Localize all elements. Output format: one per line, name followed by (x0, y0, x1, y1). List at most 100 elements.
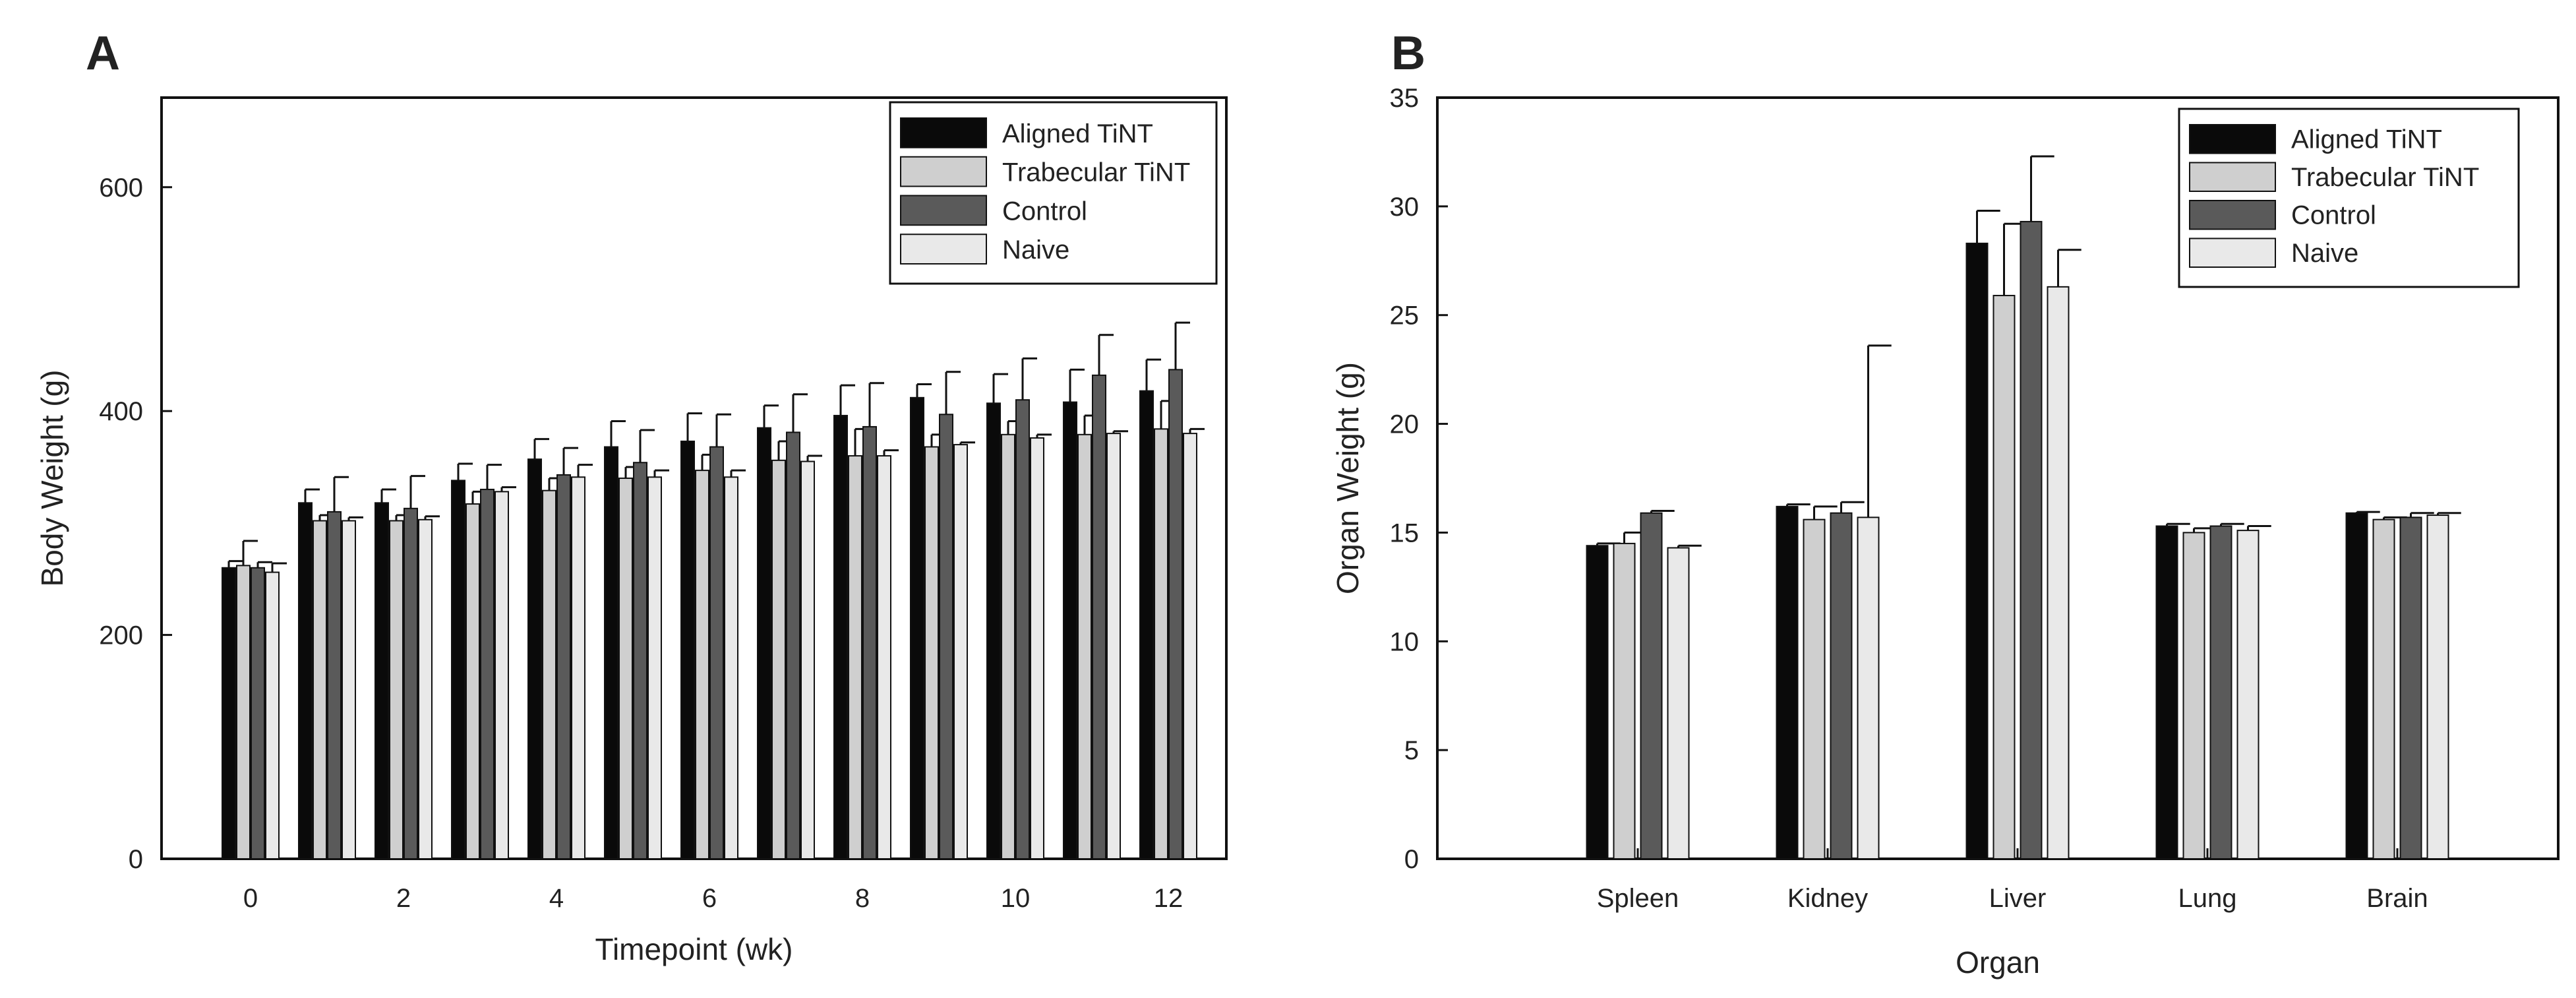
panel-b-ytick-label: 15 (1390, 518, 1420, 547)
panel-a-bar (313, 520, 327, 859)
panel-b-legend-swatch (2189, 200, 2276, 230)
panel-a-bar (404, 507, 418, 859)
panel-a-legend-label: Trabecular TiNT (1002, 158, 1190, 187)
panel-a-bar (1106, 433, 1121, 859)
panel-b-ytick-label: 25 (1390, 301, 1420, 330)
panel-a-bar (924, 446, 939, 859)
panel-a-bar (1030, 437, 1044, 859)
panel-a-bar (556, 474, 571, 859)
panel-b-chart: 0 5 10 15 20 25 30 35 Spleen Kidney Liver Lung Brain… (1331, 84, 2560, 980)
panel-b-bar (2020, 220, 2043, 859)
panel-a-bar (724, 476, 738, 859)
panel-a-bar (1154, 428, 1168, 859)
panel-a-bar (1015, 399, 1030, 859)
panel-a-bar (374, 502, 389, 859)
panel-a-ytick-label: 600 (99, 173, 143, 203)
panel-b-legend-swatch (2189, 237, 2276, 268)
panel-a-bar (709, 446, 724, 859)
panel-a-bar (465, 503, 480, 859)
panel-a-bar (833, 414, 848, 859)
panel-b-bar (2345, 512, 2368, 859)
panel-b-legend-label: Naive (2291, 239, 2358, 268)
panel-b-legend-swatch (2189, 124, 2276, 154)
panel-b-bar (2236, 530, 2260, 859)
panel-b-xtick-label: Liver (1989, 884, 2047, 913)
panel-b-bar (1965, 242, 1989, 859)
panel-a-bar (786, 431, 800, 859)
panel-a-bar (757, 427, 771, 859)
panel-a-letter: A (86, 27, 120, 80)
panel-b-legend-label: Control (2291, 201, 2376, 230)
panel-b-ytick-label: 10 (1390, 627, 1420, 656)
panel-a-bar (1063, 401, 1077, 859)
panel-b-xtick-label: Brain (2366, 884, 2428, 913)
panel-b-xtick-label: Spleen (1597, 884, 1679, 913)
panel-b-bar (2155, 525, 2178, 860)
panel-a-bar (862, 425, 877, 859)
panel-a-y-axis-title: Body Weight (g) (35, 370, 69, 587)
panel-a-ytick-label: 0 (129, 845, 143, 874)
panel-b-bar (1667, 547, 1690, 859)
panel-b-xtick-label: Kidney (1787, 884, 1868, 913)
panel-a-ytick-label: 400 (99, 397, 143, 426)
panel-a-bar (527, 458, 542, 859)
panel-a-chart: 0 200 400 600 0 2 4 6 8 10 12 Timepoint (wk) Body We… (35, 96, 1228, 966)
panel-a-bar (647, 476, 662, 859)
panel-a-bar (633, 462, 647, 859)
panel-a-bar (953, 444, 968, 859)
panel-a-bar (1183, 433, 1197, 859)
panel-b-legend-label: Aligned TiNT (2291, 125, 2442, 154)
panel-a-bar (251, 567, 265, 859)
panel-a-legend-label: Naive (1002, 235, 1069, 265)
panel-b-bar (1640, 512, 1663, 859)
panel-b-bar (1586, 545, 1609, 859)
panel-b-y-axis-title: Organ Weight (g) (1331, 362, 1365, 594)
panel-b-bar (2399, 516, 2422, 859)
panel-a-bar (265, 571, 280, 859)
panel-a-bar (389, 520, 404, 859)
panel-a-bar (910, 396, 924, 859)
panel-a-bar (342, 520, 356, 859)
panel-a-xtick-label: 6 (702, 884, 717, 913)
panel-a-xtick-label: 12 (1154, 884, 1183, 913)
panel-b-legend-label: Trabecular TiNT (2291, 163, 2479, 192)
panel-a-bar (771, 459, 786, 859)
panel-a-legend-label: Aligned TiNT (1002, 119, 1153, 148)
panel-b-bar (2182, 532, 2205, 860)
panel-b-ytick-label: 5 (1404, 736, 1419, 765)
panel-b-bar (1803, 518, 1826, 859)
panel-b-x-axis-title: Organ (1956, 945, 2040, 980)
panel-a-x-axis-title: Timepoint (wk) (595, 932, 793, 966)
panel-a-bar (542, 489, 556, 859)
panel-a-bar (695, 470, 709, 859)
panel-a-bar (236, 565, 251, 860)
panel-a-legend-swatch (900, 195, 987, 226)
panel-a-bar (298, 502, 313, 859)
panel-a-bar (877, 455, 891, 859)
panel-a-ytick-label: 200 (99, 621, 143, 650)
panel-b-bar (1857, 516, 1880, 859)
panel-b-bar (2372, 518, 2395, 859)
panel-b-bar (2047, 286, 2070, 859)
panel-a-bar (480, 488, 494, 859)
panel-b-ytick-label: 35 (1390, 84, 1420, 113)
panel-a-bar (986, 402, 1001, 859)
panel-a-xtick-label: 10 (1001, 884, 1031, 913)
panel-b-bar (2209, 525, 2232, 860)
panel-b-bar (1613, 542, 1636, 860)
panel-a-xtick-label: 8 (855, 884, 870, 913)
panel-b-ytick-label: 30 (1390, 193, 1420, 222)
panel-a-legend-swatch (900, 156, 987, 187)
panel-a-bar (800, 460, 815, 859)
panel-a-bar (680, 440, 695, 859)
panel-b-bar (2426, 515, 2449, 859)
panel-a-legend-swatch (900, 234, 987, 265)
panel-a-xtick-label: 4 (549, 884, 564, 913)
panel-a-bar (494, 491, 509, 859)
panel-a-bar (939, 414, 953, 859)
panel-a-bar (1092, 374, 1106, 859)
panel-a-bar (418, 518, 433, 859)
panel-a-xtick-label: 2 (396, 884, 411, 913)
panel-a-bar (848, 455, 862, 859)
